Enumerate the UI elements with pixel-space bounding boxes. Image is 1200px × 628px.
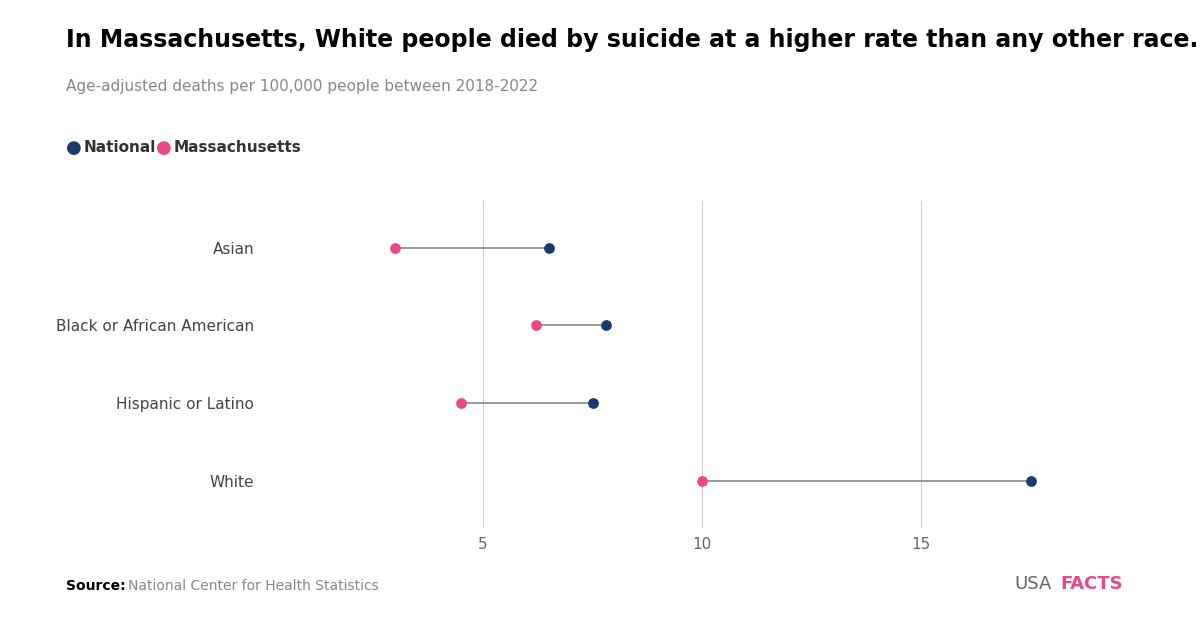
Point xyxy=(451,398,470,408)
Text: Massachusetts: Massachusetts xyxy=(174,140,301,155)
Text: Age-adjusted deaths per 100,000 people between 2018-2022: Age-adjusted deaths per 100,000 people b… xyxy=(66,78,538,94)
Point xyxy=(386,242,406,252)
Text: National: National xyxy=(84,140,156,155)
Text: FACTS: FACTS xyxy=(1061,575,1123,593)
Text: ●: ● xyxy=(156,139,172,156)
Point xyxy=(583,398,602,408)
Point xyxy=(539,242,558,252)
Text: National Center for Health Statistics: National Center for Health Statistics xyxy=(128,580,379,593)
Text: USA: USA xyxy=(1014,575,1051,593)
Text: ●: ● xyxy=(66,139,82,156)
Text: Source:: Source: xyxy=(66,580,126,593)
Point xyxy=(1021,476,1040,486)
Point xyxy=(526,320,545,330)
Text: In Massachusetts, White people died by suicide at a higher rate than any other r: In Massachusetts, White people died by s… xyxy=(66,28,1199,52)
Point xyxy=(692,476,712,486)
Point xyxy=(596,320,616,330)
